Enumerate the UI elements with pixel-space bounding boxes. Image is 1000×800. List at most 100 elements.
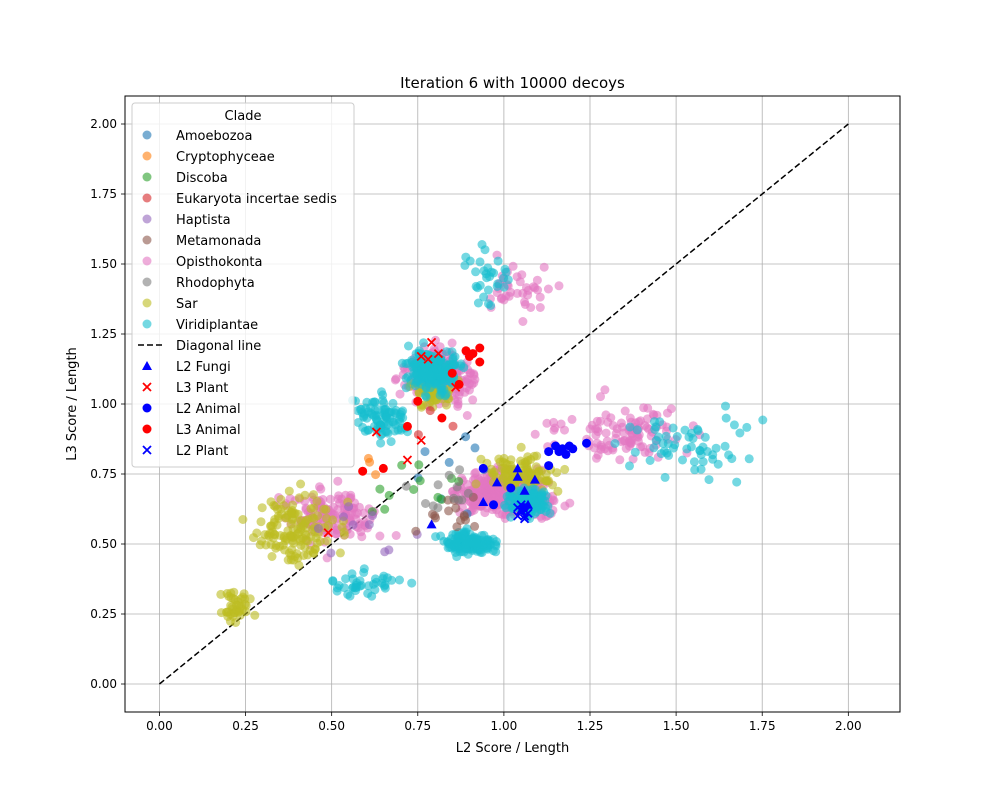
y-tick-label: 0.50 — [90, 537, 117, 551]
data-point — [383, 428, 393, 438]
data-point — [508, 261, 518, 271]
data-point — [309, 490, 318, 500]
data-point — [345, 591, 355, 601]
highlight-point — [423, 354, 433, 364]
data-point — [567, 414, 577, 424]
data-point — [294, 493, 304, 503]
x-tick-label: 2.00 — [835, 719, 862, 733]
data-point — [346, 490, 356, 500]
data-point — [625, 422, 635, 432]
data-point — [447, 543, 457, 553]
data-point — [373, 416, 383, 426]
data-point — [458, 530, 468, 540]
highlight-point — [519, 514, 530, 524]
data-point — [505, 490, 515, 500]
data-point — [742, 422, 752, 432]
data-point — [404, 341, 413, 351]
data-point — [303, 515, 313, 525]
legend-label: Sar — [176, 297, 198, 312]
data-point — [456, 359, 466, 369]
data-point — [267, 521, 277, 531]
highlight-point — [519, 485, 530, 495]
data-point — [668, 423, 678, 433]
y-axis-label: L3 Score / Length — [65, 347, 80, 461]
legend-label: Diagonal line — [176, 339, 261, 354]
data-point — [560, 425, 569, 435]
x-tick-label: 0.75 — [404, 719, 431, 733]
x-tick-label: 0.50 — [318, 719, 345, 733]
legend-marker — [142, 172, 152, 182]
data-point — [359, 508, 369, 518]
data-point — [758, 415, 768, 425]
data-point — [333, 476, 343, 486]
data-point — [269, 533, 278, 543]
data-point — [593, 424, 603, 434]
data-point — [376, 438, 386, 448]
data-point — [322, 536, 332, 546]
highlight-point — [512, 463, 523, 473]
data-point — [700, 432, 710, 442]
data-point — [388, 398, 398, 408]
data-point — [348, 574, 358, 584]
data-point — [463, 488, 473, 498]
highlight-point — [475, 357, 485, 367]
data-point — [451, 503, 461, 513]
data-point — [364, 520, 374, 530]
chart-title: Iteration 6 with 10000 decoys — [400, 74, 625, 92]
data-point — [414, 460, 424, 470]
data-point — [358, 422, 368, 432]
y-tick-label: 0.00 — [90, 677, 117, 691]
data-point — [471, 533, 481, 543]
data-point — [449, 493, 459, 503]
data-point — [642, 423, 652, 432]
data-point — [375, 484, 385, 494]
data-point — [276, 494, 286, 504]
data-point — [678, 455, 687, 465]
data-point — [660, 472, 670, 482]
data-point — [413, 430, 423, 440]
data-point — [475, 257, 485, 267]
data-point — [216, 608, 226, 618]
highlight-point — [519, 511, 530, 521]
data-point — [267, 552, 277, 561]
data-point — [433, 480, 443, 490]
data-point — [386, 437, 396, 447]
highlight-point — [413, 396, 423, 406]
data-point — [455, 465, 465, 475]
data-point — [435, 390, 445, 400]
data-point — [395, 575, 404, 585]
data-point — [656, 449, 666, 459]
legend-label: L2 Fungi — [176, 360, 231, 375]
data-point — [266, 497, 276, 507]
data-point — [401, 481, 411, 491]
data-point — [468, 395, 478, 405]
data-point — [492, 473, 502, 483]
data-point — [356, 404, 366, 414]
data-point — [501, 267, 511, 277]
data-point — [241, 607, 251, 617]
x-tick-label: 1.50 — [663, 719, 690, 733]
data-point — [457, 495, 467, 505]
data-point — [721, 401, 730, 411]
data-point — [596, 444, 606, 454]
data-point — [515, 277, 525, 287]
data-point — [353, 508, 362, 518]
data-point — [542, 476, 552, 486]
x-tick-label: 0.25 — [232, 719, 259, 733]
y-tick-label: 0.25 — [90, 607, 117, 621]
data-point — [704, 475, 714, 485]
highlight-point — [478, 497, 489, 506]
data-point — [415, 476, 425, 486]
data-point — [401, 383, 411, 393]
data-point — [479, 292, 489, 302]
legend-marker — [142, 445, 152, 455]
data-point — [434, 364, 444, 374]
data-point — [491, 541, 501, 551]
data-point — [370, 574, 380, 584]
highlight-point — [416, 435, 426, 446]
legend-label: Rhodophyta — [176, 276, 255, 291]
data-point — [480, 479, 489, 489]
highlight-point — [358, 466, 368, 476]
highlight-point — [323, 528, 333, 538]
